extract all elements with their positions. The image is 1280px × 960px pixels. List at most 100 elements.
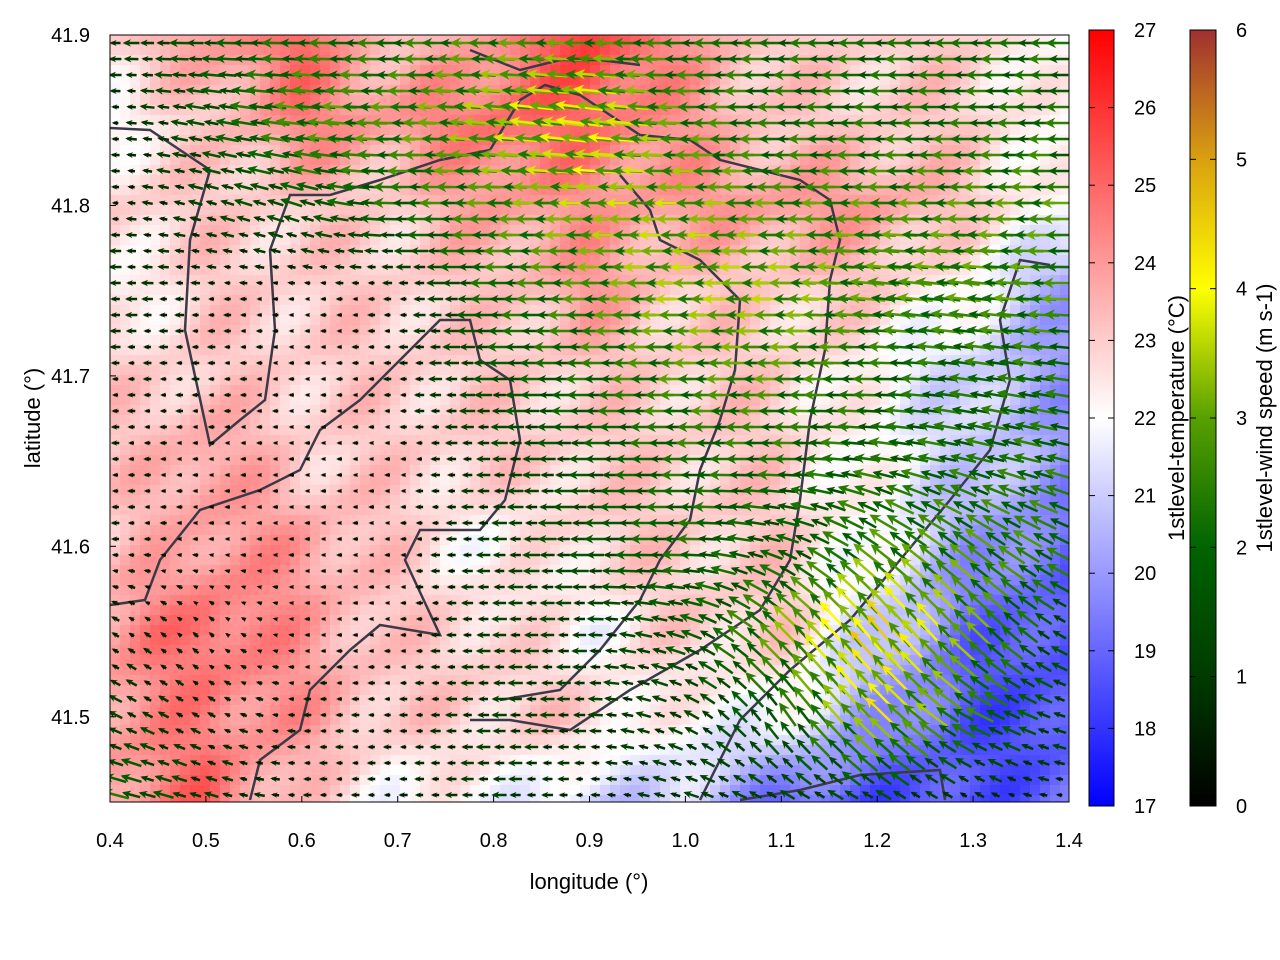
- temperature-cell: [640, 125, 651, 136]
- temperature-cell: [910, 425, 921, 436]
- temperature-cell: [380, 435, 391, 446]
- temperature-cell: [700, 495, 711, 506]
- temperature-cell: [530, 305, 541, 316]
- temperature-cell: [250, 225, 261, 236]
- temperature-cell: [500, 485, 511, 496]
- temperature-cell: [350, 185, 361, 196]
- temperature-cell: [130, 475, 141, 486]
- temperature-cell: [950, 425, 961, 436]
- temperature-cell: [880, 385, 891, 396]
- temperature-cell: [430, 335, 441, 346]
- temperature-cell: [750, 35, 761, 46]
- temperature-cell: [870, 95, 881, 106]
- temperature-cell: [970, 95, 981, 106]
- temperature-cell: [470, 315, 481, 326]
- temperature-cell: [160, 475, 171, 486]
- temperature-cell: [480, 355, 491, 366]
- temperature-cell: [170, 95, 181, 106]
- temperature-cell: [970, 435, 981, 446]
- temperature-cell: [860, 285, 871, 296]
- temperature-cell: [740, 505, 751, 516]
- temperature-cell: [360, 145, 371, 156]
- temperature-cell: [870, 125, 881, 136]
- temperature-cell: [870, 315, 881, 326]
- temperature-cell: [1050, 455, 1061, 466]
- temperature-cell: [900, 535, 911, 546]
- temperature-cell: [920, 465, 931, 476]
- temperature-cell: [810, 545, 821, 556]
- temperature-cell: [360, 385, 371, 396]
- temperature-cell: [990, 465, 1001, 476]
- temperature-cell: [1010, 365, 1021, 376]
- temperature-cell: [300, 65, 311, 76]
- temperature-cell: [890, 365, 901, 376]
- temperature-cell: [780, 305, 791, 316]
- temperature-cell: [110, 345, 121, 356]
- temperature-cell: [180, 465, 191, 476]
- temperature-cell: [550, 225, 561, 236]
- temperature-cell: [900, 285, 911, 296]
- temperature-cell: [870, 465, 881, 476]
- temperature-cell: [240, 505, 251, 516]
- temperature-cell: [720, 105, 731, 116]
- temperature-cell: [300, 55, 311, 66]
- temperature-cell: [390, 115, 401, 126]
- temperature-cell: [120, 235, 131, 246]
- temperature-cell: [690, 445, 701, 456]
- temperature-cell: [540, 395, 551, 406]
- temperature-cell: [930, 335, 941, 346]
- temperature-cell: [810, 125, 821, 136]
- temperature-cell: [990, 205, 1001, 216]
- temperature-cell: [450, 285, 461, 296]
- temperature-cell: [380, 315, 391, 326]
- temperature-cell: [330, 235, 341, 246]
- temperature-cell: [740, 235, 751, 246]
- temperature-cell: [190, 145, 201, 156]
- temperature-cell: [400, 335, 411, 346]
- temperature-cell: [180, 225, 191, 236]
- temperature-cell: [960, 425, 971, 436]
- temperature-cell: [610, 355, 621, 366]
- temperature-cell: [320, 345, 331, 356]
- temperature-cell: [1030, 235, 1041, 246]
- temperature-cell: [770, 65, 781, 76]
- temperature-cell: [300, 475, 311, 486]
- temperature-cell: [370, 365, 381, 376]
- temperature-cell: [140, 355, 151, 366]
- temperature-cell: [800, 255, 811, 266]
- temperature-cell: [580, 355, 591, 366]
- temperature-cell: [290, 525, 301, 536]
- temperature-cell: [120, 415, 131, 426]
- temperature-cell: [670, 205, 681, 216]
- temperature-cell: [190, 195, 201, 206]
- temperature-cell: [220, 35, 231, 46]
- temperature-cell: [780, 155, 791, 166]
- temperature-cell: [220, 115, 231, 126]
- temperature-cell: [700, 345, 711, 356]
- temperature-cell: [150, 455, 161, 466]
- temperature-cell: [130, 465, 141, 476]
- temperature-cell: [320, 475, 331, 486]
- temperature-cell: [450, 185, 461, 196]
- temperature-cell: [410, 35, 421, 46]
- temperature-cell: [750, 205, 761, 216]
- temperature-cell: [870, 335, 881, 346]
- temperature-cell: [1050, 305, 1061, 316]
- temperature-cell: [450, 425, 461, 436]
- temperature-cell: [620, 45, 631, 56]
- temperature-cell: [830, 535, 841, 546]
- temperature-cell: [530, 275, 541, 286]
- temperature-cell: [880, 335, 891, 346]
- temperature-cell: [440, 185, 451, 196]
- temperature-cell: [140, 225, 151, 236]
- temperature-cell: [480, 235, 491, 246]
- temperature-cell: [530, 415, 541, 426]
- temperature-cell: [930, 125, 941, 136]
- temperature-cell: [210, 465, 221, 476]
- temperature-cell: [630, 515, 641, 526]
- temperature-cell: [1050, 235, 1061, 246]
- temperature-cell: [570, 255, 581, 266]
- temperature-cell: [290, 445, 301, 456]
- temperature-cell: [210, 225, 221, 236]
